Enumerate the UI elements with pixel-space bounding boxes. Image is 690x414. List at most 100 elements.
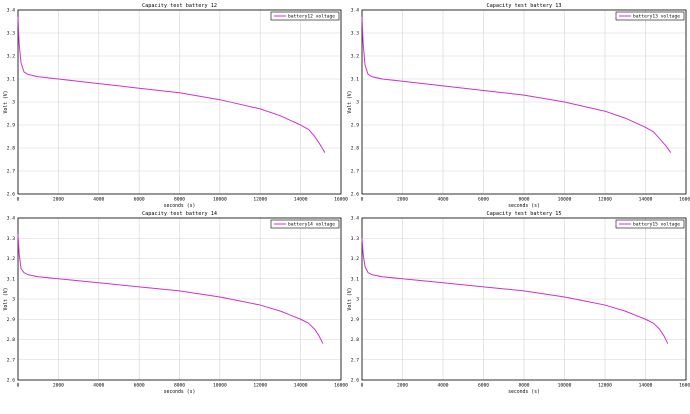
y-tick-label: 3.2 <box>7 54 16 60</box>
y-tick-label: 2.7 <box>351 169 360 175</box>
legend-box <box>615 11 685 21</box>
y-tick-label: 3.1 <box>351 77 360 83</box>
legend-entry: battery13 voltage <box>633 14 680 20</box>
x-tick-label: 4000 <box>93 197 104 203</box>
chart-panel-0: Capacity test battery 12 0 2000 4000 6000 800… <box>3 3 348 209</box>
y-tick-label: 2.6 <box>351 192 360 198</box>
x-tick-label: 6000 <box>478 197 489 203</box>
x-tick-label: 12000 <box>598 197 612 203</box>
x-tick-label: 2000 <box>53 383 64 389</box>
x-tick-label: 0 <box>361 197 364 203</box>
legend-box <box>615 219 685 229</box>
legend-entry: battery15 voltage <box>633 222 680 228</box>
y-tick-label: 3.2 <box>7 256 16 262</box>
x-tick-label: 12000 <box>253 197 267 203</box>
x-tick-label: 0 <box>17 197 20 203</box>
x-tick-label: 12000 <box>253 383 267 389</box>
y-axis-label: Volt (V) <box>347 287 353 310</box>
y-tick-label: 2.6 <box>7 378 16 384</box>
legend-box <box>270 219 340 229</box>
y-tick-label: 2.9 <box>351 123 360 129</box>
y-tick-label: 2.9 <box>351 317 360 323</box>
x-tick-label: 14000 <box>639 197 653 203</box>
series-line-0 <box>361 238 669 344</box>
y-tick-label: 2.7 <box>7 169 16 175</box>
x-tick-label: 16000 <box>679 197 690 203</box>
x-tick-label: 6000 <box>134 383 145 389</box>
y-tick-label: 2.8 <box>7 337 16 343</box>
legend-box <box>270 11 340 21</box>
x-tick-label: 8000 <box>174 383 185 389</box>
y-tick-label: 3.3 <box>7 31 16 37</box>
y-tick-label: 3.3 <box>7 236 16 242</box>
y-tick-label: 3.1 <box>7 276 16 282</box>
x-tick-label: 0 <box>361 383 364 389</box>
x-tick-label: 8000 <box>518 197 529 203</box>
series-line-0 <box>361 16 672 153</box>
series-line-0 <box>17 16 326 153</box>
plot-frame <box>17 9 342 195</box>
y-tick-label: 2.7 <box>351 357 360 363</box>
y-tick-label: 2.8 <box>351 337 360 343</box>
x-tick-label: 6000 <box>134 197 145 203</box>
y-tick-label: 3.4 <box>351 8 360 14</box>
y-tick-label: 3.4 <box>7 8 16 14</box>
x-axis-label: seconds (s) <box>508 203 540 209</box>
x-tick-label: 8000 <box>518 383 529 389</box>
chart-panel-3: Capacity test battery 15 0 2000 4000 6000 800… <box>347 211 690 395</box>
x-tick-label: 10000 <box>558 197 572 203</box>
x-tick-label: 2000 <box>397 197 408 203</box>
y-tick-label: 3 <box>12 297 15 303</box>
x-tick-label: 2000 <box>397 383 408 389</box>
x-tick-label: 12000 <box>598 383 612 389</box>
y-tick-label: 3.1 <box>7 77 16 83</box>
x-axis-label: seconds (s) <box>508 389 540 395</box>
plot-frame <box>361 217 687 381</box>
y-tick-label: 2.9 <box>7 317 16 323</box>
x-tick-label: 10000 <box>558 383 572 389</box>
y-tick-label: 3 <box>356 100 359 106</box>
y-axis-label: Volt (V) <box>3 90 9 113</box>
y-tick-label: 3.3 <box>351 236 360 242</box>
x-axis-label: seconds (s) <box>164 203 196 209</box>
x-tick-label: 14000 <box>294 197 308 203</box>
x-tick-label: 8000 <box>174 197 185 203</box>
y-tick-label: 3.2 <box>351 256 360 262</box>
x-axis-label: seconds (s) <box>164 389 196 395</box>
chart-title: Capacity test battery 12 <box>142 3 217 9</box>
x-tick-label: 4000 <box>437 197 448 203</box>
chart-title: Capacity test battery 15 <box>487 211 562 217</box>
y-tick-label: 3.2 <box>351 54 360 60</box>
y-tick-label: 3 <box>356 297 359 303</box>
x-tick-label: 16000 <box>334 197 348 203</box>
chart-title: Capacity test battery 14 <box>142 211 217 217</box>
x-tick-label: 2000 <box>53 197 64 203</box>
y-tick-label: 2.8 <box>351 146 360 152</box>
y-tick-label: 3.3 <box>351 31 360 37</box>
y-tick-label: 2.7 <box>7 357 16 363</box>
y-tick-label: 2.9 <box>7 123 16 129</box>
x-tick-label: 6000 <box>478 383 489 389</box>
x-tick-label: 0 <box>17 383 20 389</box>
legend-entry: battery14 voltage <box>288 222 335 228</box>
y-tick-label: 3.1 <box>351 276 360 282</box>
y-tick-label: 3.4 <box>7 216 16 222</box>
x-tick-label: 10000 <box>213 383 227 389</box>
y-tick-label: 3.4 <box>351 216 360 222</box>
x-tick-label: 4000 <box>437 383 448 389</box>
y-tick-label: 2.6 <box>7 192 16 198</box>
series-line-0 <box>17 234 324 344</box>
y-tick-label: 2.8 <box>7 146 16 152</box>
y-axis-label: Volt (V) <box>347 90 353 113</box>
chart-panel-1: Capacity test battery 13 0 2000 4000 6000 800… <box>347 3 690 209</box>
x-tick-label: 16000 <box>679 383 690 389</box>
y-tick-label: 2.6 <box>351 378 360 384</box>
x-tick-label: 4000 <box>93 383 104 389</box>
x-tick-label: 16000 <box>334 383 348 389</box>
x-tick-label: 10000 <box>213 197 227 203</box>
y-tick-label: 3 <box>12 100 15 106</box>
chart-title: Capacity test battery 13 <box>487 3 562 9</box>
chart-panel-2: Capacity test battery 14 0 2000 4000 6000 800… <box>3 211 348 395</box>
plot-frame <box>361 9 687 195</box>
